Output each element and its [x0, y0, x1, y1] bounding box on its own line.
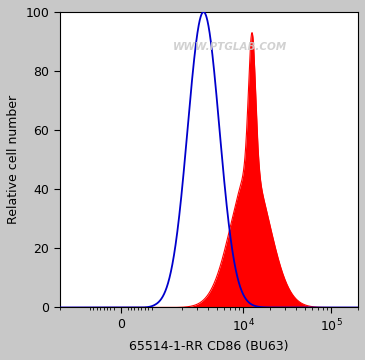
Text: WWW.PTGLAB.COM: WWW.PTGLAB.COM: [173, 42, 287, 53]
Y-axis label: Relative cell number: Relative cell number: [7, 95, 20, 224]
X-axis label: 65514-1-RR CD86 (BU63): 65514-1-RR CD86 (BU63): [129, 340, 289, 353]
